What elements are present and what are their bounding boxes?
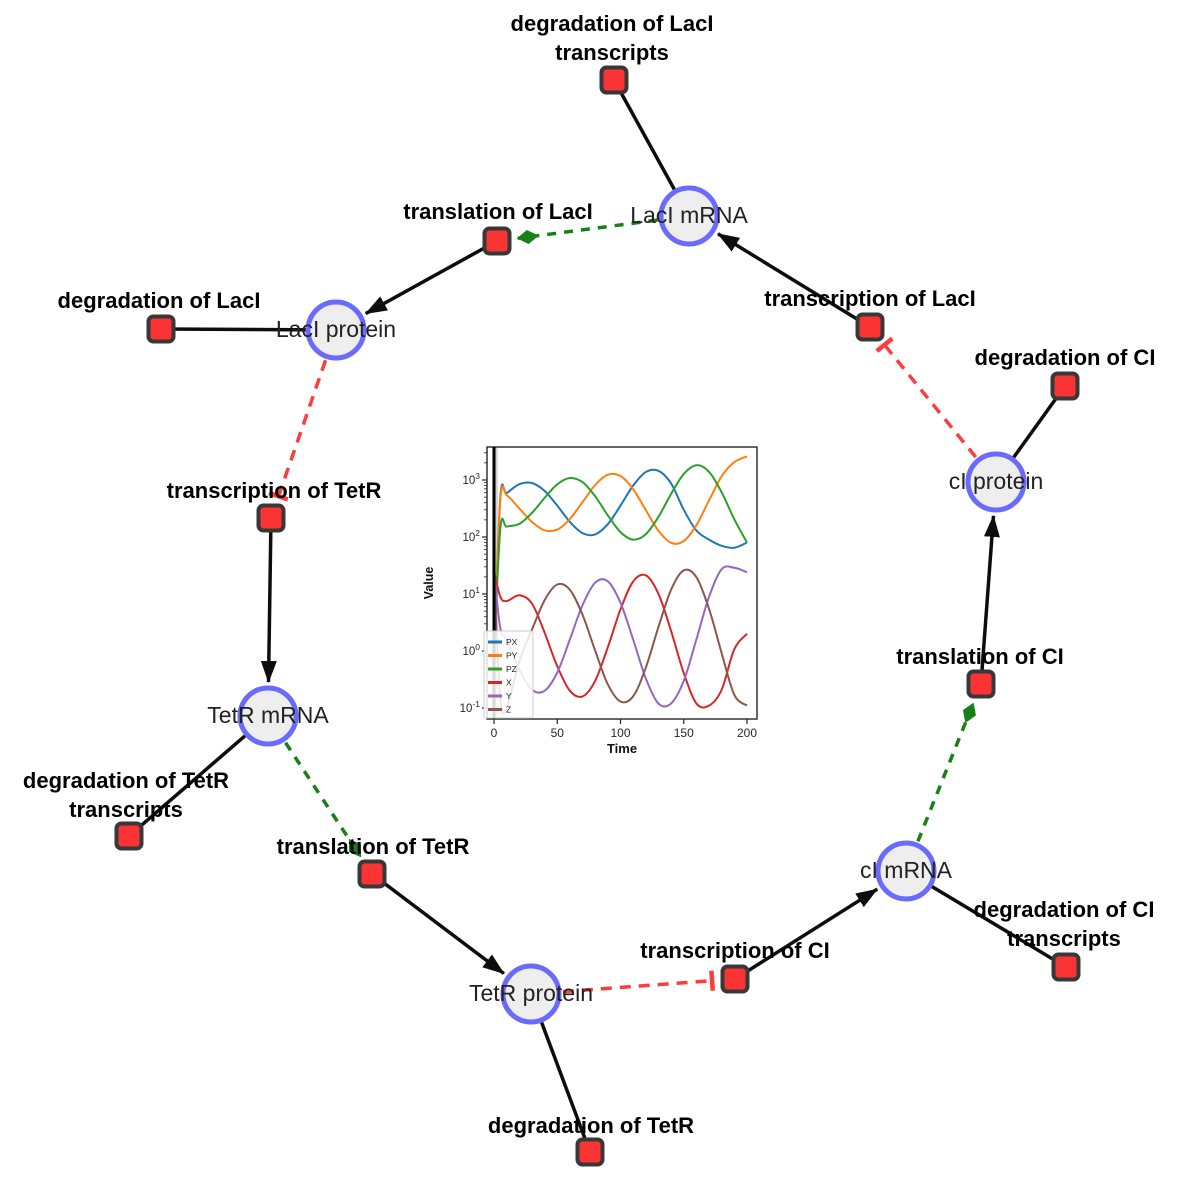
reaction-label-translation-laci: translation of LacI — [403, 199, 592, 224]
species-node-mrna-laci[interactable] — [658, 185, 720, 247]
legend-label-PZ: PZ — [506, 664, 517, 674]
reaction-label-transcription-laci: transcription of LacI — [764, 286, 975, 311]
edge-arrow-translation-tetr-prot-tetr — [370, 872, 505, 975]
reaction-node-translation-tetr[interactable] — [357, 859, 387, 889]
edge-inhibitor-prot-laci-transcription-tetr — [268, 359, 328, 502]
edge-modifier-mrna-ci-translation-ci — [916, 702, 976, 842]
reaction-node-deg-ci-tx[interactable] — [1051, 952, 1081, 982]
reaction-label-deg-tetr-tx: degradation of TetR transcripts — [23, 768, 229, 822]
series-curve-PY — [493, 455, 748, 657]
reaction-node-deg-tetr-tx[interactable] — [114, 821, 144, 851]
reaction-label-translation-ci: translation of CI — [896, 644, 1063, 669]
reaction-label-deg-laci: degradation of LacI — [58, 288, 261, 313]
series-curves — [493, 455, 748, 715]
reaction-node-deg-laci-tx[interactable] — [599, 65, 629, 95]
species-label-prot-ci: cI protein — [949, 468, 1044, 494]
species-nodes-layer — [237, 185, 1027, 1025]
reaction-node-transcription-laci[interactable] — [855, 312, 885, 342]
reaction-node-deg-tetr[interactable] — [575, 1137, 605, 1167]
reaction-label-deg-tetr: degradation of TetR — [488, 1113, 694, 1138]
plot-frame — [486, 446, 758, 720]
edge-modifier-mrna-tetr-translation-tetr — [284, 741, 362, 858]
species-node-mrna-tetr[interactable] — [237, 685, 299, 747]
edge-modifier-mrna-laci-translation-laci — [516, 218, 658, 244]
species-node-prot-laci[interactable] — [305, 299, 367, 361]
reaction-label-transcription-ci: transcription of CI — [640, 938, 829, 963]
legend: PX PY PZ XYZ — [483, 630, 534, 719]
reaction-node-translation-ci[interactable] — [966, 669, 996, 699]
reaction-node-transcription-tetr[interactable] — [256, 503, 286, 533]
species-label-mrna-laci: LacI mRNA — [630, 202, 748, 228]
y-axis-label: Value — [422, 567, 436, 600]
reaction-nodes-layer — [114, 65, 1081, 1167]
series-curve-PZ — [493, 464, 748, 657]
edge-arrow-translation-laci-prot-laci — [364, 239, 498, 316]
legend-label-PY: PY — [506, 651, 518, 661]
edge-inhibitor-prot-ci-transcription-laci — [875, 336, 978, 459]
x-tick-label: 0 — [491, 726, 498, 740]
series-curve-X — [493, 571, 748, 709]
edge-arrow-transcription-laci-mrna-laci — [717, 232, 871, 329]
x-axis-label: Time — [607, 741, 637, 756]
edge-plain-mrna-tetr-deg-tetr-tx — [127, 714, 270, 838]
reaction-label-transcription-tetr: transcription of TetR — [167, 478, 382, 503]
reaction-node-transcription-ci[interactable] — [720, 964, 750, 994]
edge-arrow-transcription-tetr-mrna-tetr — [260, 517, 277, 684]
species-label-mrna-tetr: TetR mRNA — [207, 702, 329, 728]
simulation-timeseries-chart: 0 50 100 150 20010310210110010-1TimeValuePXP… — [422, 446, 758, 756]
reaction-label-deg-laci-tx: degradation of LacI transcripts — [511, 11, 714, 65]
x-tick-label: 100 — [610, 726, 630, 740]
reaction-node-deg-laci[interactable] — [146, 314, 176, 344]
y-tick-label: 103 — [462, 471, 480, 487]
edge-plain-mrna-ci-deg-ci-tx — [905, 869, 1067, 969]
y-tick-label: 102 — [462, 528, 480, 544]
reaction-node-deg-ci[interactable] — [1050, 371, 1080, 401]
reaction-label-deg-ci-tx: degradation of CI transcripts — [974, 897, 1155, 951]
x-tick-label: 150 — [674, 726, 694, 740]
x-tick-label: 50 — [551, 726, 565, 740]
species-node-mrna-ci[interactable] — [875, 840, 937, 902]
species-label-prot-laci: LacI protein — [276, 316, 396, 342]
reaction-node-translation-laci[interactable] — [482, 226, 512, 256]
labels-layer: degradation of LacI transcripts translatio… — [23, 11, 1156, 1138]
reaction-label-translation-tetr: translation of TetR — [277, 834, 470, 859]
legend-label-Y: Y — [506, 691, 512, 701]
x-tick-label: 200 — [737, 726, 757, 740]
species-label-mrna-ci: cI mRNA — [860, 857, 953, 883]
edge-arrow-translation-ci-prot-ci — [979, 514, 1000, 685]
species-node-prot-tetr[interactable] — [500, 963, 562, 1025]
y-tick-label: 101 — [462, 585, 480, 601]
reaction-label-deg-ci: degradation of CI — [975, 345, 1156, 370]
edge-inhibitor-prot-tetr-transcription-ci — [562, 970, 716, 994]
legend-label-PX: PX — [506, 637, 518, 647]
species-label-prot-tetr: TetR protein — [469, 980, 593, 1006]
legend-label-Z: Z — [506, 705, 511, 715]
series-curve-PX — [493, 468, 748, 657]
edge-arrow-transcription-ci-mrna-ci — [734, 887, 879, 981]
legend-label-X: X — [506, 678, 512, 688]
y-tick-label: 10-1 — [460, 699, 481, 715]
axis-tick-labels: 0 50 100 150 200 103 102 101 100 10-1 — [460, 471, 758, 740]
species-node-prot-ci[interactable] — [965, 451, 1027, 513]
y-tick-label: 100 — [462, 642, 480, 658]
